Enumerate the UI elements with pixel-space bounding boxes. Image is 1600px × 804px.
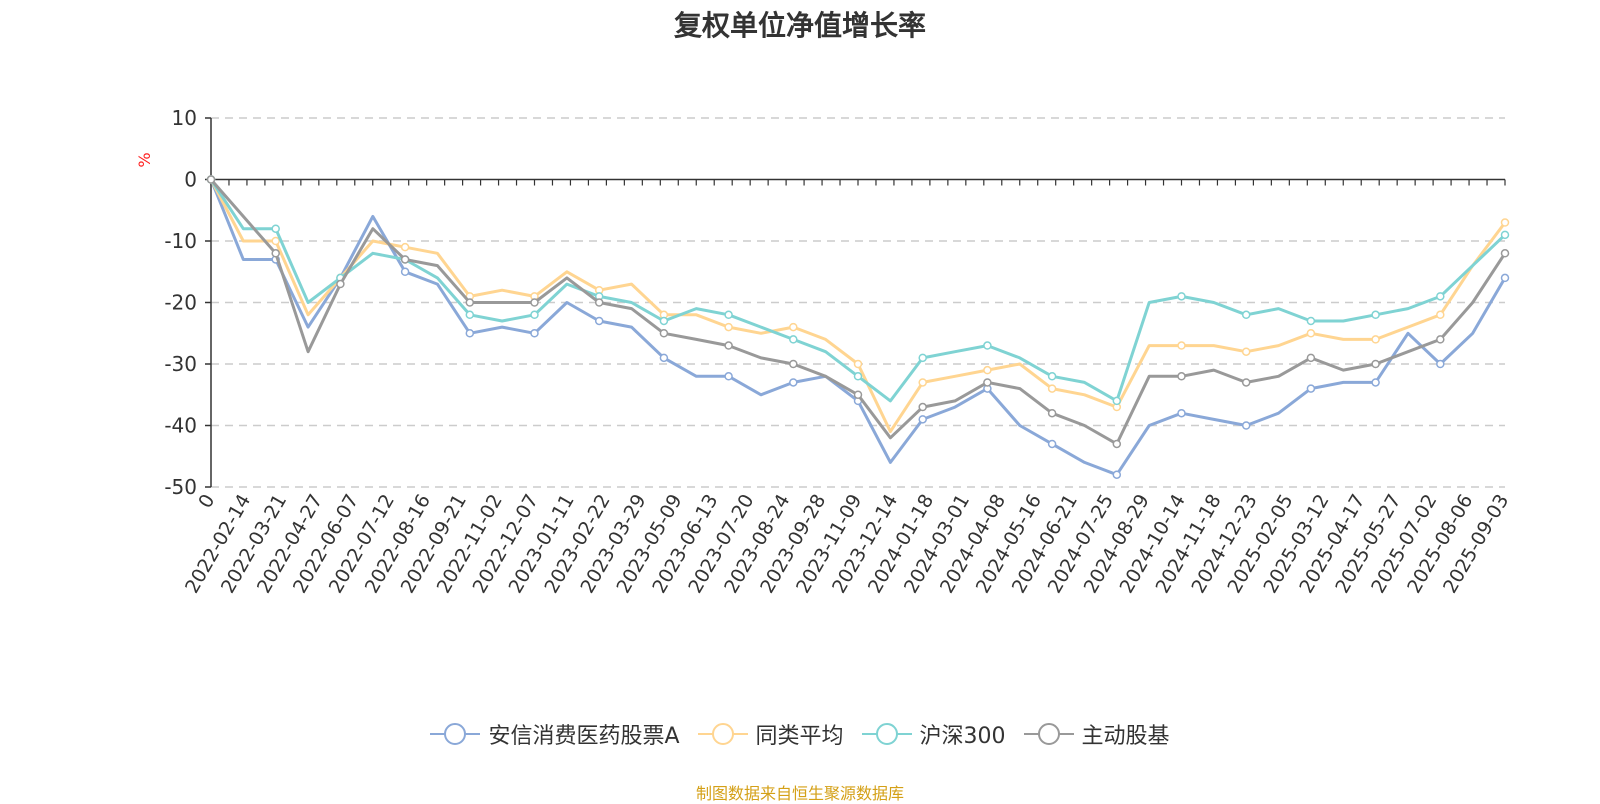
data-point — [789, 322, 798, 332]
data-point — [1047, 372, 1057, 381]
data-point — [1112, 439, 1122, 449]
legend-label: 主动股基 — [1081, 724, 1170, 749]
data-point — [1436, 310, 1445, 320]
data-point — [1436, 335, 1445, 344]
data-point — [530, 310, 539, 320]
data-point — [724, 310, 733, 320]
data-point — [1177, 372, 1186, 381]
data-point — [1241, 378, 1251, 387]
data-point — [1241, 347, 1251, 356]
data-point — [1047, 384, 1057, 393]
data-point — [1371, 359, 1380, 369]
data-point — [1306, 329, 1316, 338]
legend-item[interactable]: 安信消费医药股票A — [430, 718, 680, 750]
data-point — [594, 316, 604, 326]
legend-item[interactable]: 主动股基 — [1023, 718, 1170, 750]
legend: 安信消费医药股票A 同类平均 沪深300 主动股基 — [0, 718, 1600, 750]
data-point — [271, 224, 280, 233]
data-point — [1371, 335, 1380, 344]
series-lines — [206, 175, 1510, 479]
data-point — [983, 378, 992, 387]
data-point — [465, 329, 475, 338]
data-point — [400, 255, 410, 264]
y-axis-unit-label: % — [135, 152, 154, 167]
data-point — [918, 402, 927, 412]
series-line — [209, 178, 1507, 477]
data-point — [659, 316, 669, 326]
y-tick-label: -20 — [164, 291, 197, 315]
chart-title: 复权单位净值增长率 — [673, 9, 926, 42]
data-point — [400, 242, 410, 252]
data-point — [1241, 310, 1251, 320]
axes: 100-10-20-30-40-5002022-02-142022-03-212… — [164, 106, 1513, 597]
data-point — [1306, 353, 1316, 363]
data-point — [1500, 218, 1510, 227]
data-point — [659, 329, 669, 338]
legend-item[interactable]: 同类平均 — [697, 718, 844, 750]
data-point — [983, 341, 992, 350]
data-point — [530, 329, 539, 338]
data-point — [853, 390, 863, 399]
data-point — [1112, 396, 1122, 406]
data-point — [271, 249, 280, 258]
data-point — [853, 372, 863, 381]
data-point — [918, 353, 927, 363]
data-point — [918, 415, 927, 424]
data-point — [1177, 341, 1186, 350]
data-point — [465, 298, 475, 307]
legend-marker-icon — [1023, 723, 1074, 745]
data-point — [724, 341, 733, 350]
data-point — [206, 175, 216, 184]
data-point — [1241, 421, 1251, 430]
data-point — [789, 359, 798, 369]
legend-marker-icon — [697, 723, 748, 745]
data-point — [1047, 408, 1057, 418]
data-point — [853, 359, 863, 369]
data-point — [1371, 378, 1380, 387]
y-tick-label: 10 — [172, 106, 197, 130]
x-tick-label: 0 — [194, 491, 219, 512]
y-tick-label: -50 — [164, 475, 197, 499]
data-point — [1306, 384, 1316, 393]
data-point — [400, 267, 410, 276]
data-point — [1177, 292, 1186, 301]
source-note: 制图数据来自恒生聚源数据库 — [695, 784, 904, 803]
y-tick-label: -30 — [164, 352, 197, 376]
legend-label: 沪深300 — [919, 724, 1006, 749]
data-point — [1371, 310, 1380, 320]
legend-marker-icon — [861, 723, 912, 745]
data-point — [1500, 230, 1510, 240]
legend-label: 安信消费医药股票A — [488, 724, 680, 749]
data-point — [983, 365, 992, 375]
data-point — [1177, 408, 1186, 418]
gridlines — [211, 117, 1505, 488]
data-point — [659, 353, 669, 363]
data-point — [1500, 273, 1510, 283]
data-point — [1436, 359, 1445, 369]
legend-label: 同类平均 — [755, 724, 844, 749]
data-point — [530, 298, 539, 307]
data-point — [1047, 439, 1057, 449]
data-point — [271, 236, 280, 246]
data-point — [336, 279, 345, 289]
data-point — [1436, 292, 1445, 301]
data-point — [789, 335, 798, 344]
data-point — [594, 298, 604, 307]
data-point — [724, 322, 733, 332]
data-point — [1112, 470, 1122, 479]
data-point — [1500, 249, 1510, 258]
data-point — [789, 378, 798, 387]
legend-item[interactable]: 沪深300 — [861, 718, 1006, 750]
y-tick-label: -40 — [164, 414, 197, 438]
data-point — [1306, 316, 1316, 326]
y-tick-label: -10 — [164, 229, 197, 253]
data-point — [918, 378, 927, 387]
y-tick-label: 0 — [184, 168, 197, 192]
legend-marker-icon — [430, 723, 481, 745]
data-point — [724, 372, 733, 381]
data-point — [465, 310, 475, 320]
